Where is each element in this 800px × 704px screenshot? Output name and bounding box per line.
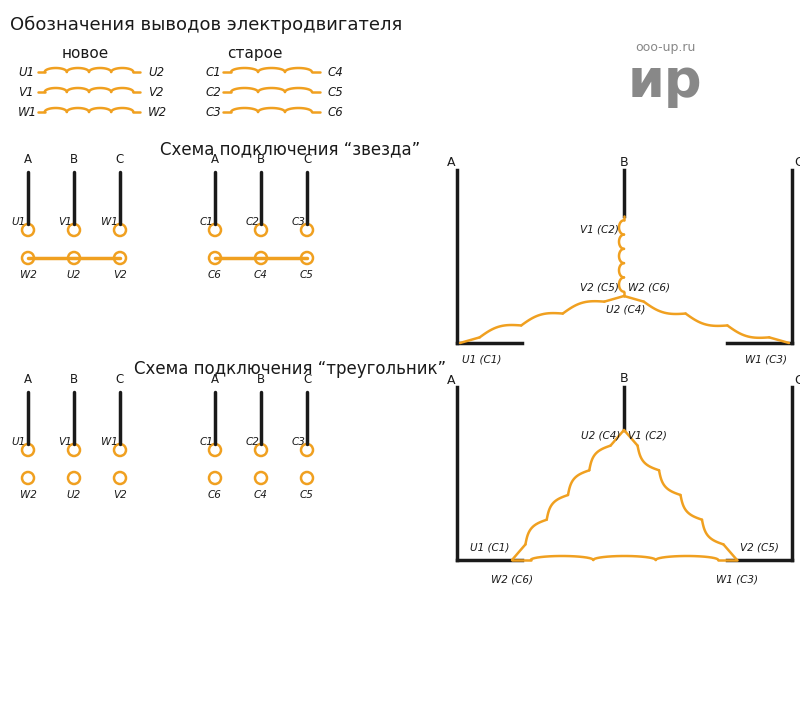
- Text: V2 (C5): V2 (C5): [740, 542, 779, 552]
- Text: U1 (C1): U1 (C1): [470, 542, 509, 552]
- Text: новое: новое: [62, 46, 109, 61]
- Text: C4: C4: [328, 65, 344, 79]
- Text: W2: W2: [19, 490, 37, 500]
- Text: B: B: [257, 373, 265, 386]
- Text: V1: V1: [18, 85, 34, 99]
- Text: C: C: [794, 374, 800, 386]
- Text: B: B: [70, 153, 78, 166]
- Text: U1: U1: [18, 65, 34, 79]
- Text: W1 (C3): W1 (C3): [745, 355, 787, 365]
- Text: B: B: [620, 372, 628, 386]
- Text: W1: W1: [18, 106, 37, 118]
- Text: Схема подключения “треугольник”: Схема подключения “треугольник”: [134, 360, 446, 378]
- Text: V1: V1: [58, 217, 72, 227]
- Text: W1 (C3): W1 (C3): [716, 574, 758, 584]
- Text: C: C: [794, 156, 800, 170]
- Text: U2: U2: [148, 65, 164, 79]
- Text: C1: C1: [199, 437, 213, 447]
- Text: C: C: [303, 153, 311, 166]
- Text: C3: C3: [205, 106, 221, 118]
- Text: C3: C3: [291, 217, 305, 227]
- Text: C6: C6: [208, 270, 222, 280]
- Text: C1: C1: [199, 217, 213, 227]
- Text: B: B: [70, 373, 78, 386]
- Text: W2: W2: [19, 270, 37, 280]
- Text: A: A: [446, 156, 455, 170]
- Text: C: C: [303, 373, 311, 386]
- Text: V2: V2: [113, 270, 127, 280]
- Text: C5: C5: [300, 270, 314, 280]
- Text: U2: U2: [67, 490, 81, 500]
- Text: C2: C2: [205, 85, 221, 99]
- Text: W2: W2: [148, 106, 167, 118]
- Text: W2 (C6): W2 (C6): [628, 283, 670, 293]
- Text: старое: старое: [227, 46, 282, 61]
- Text: ир: ир: [628, 56, 702, 108]
- Text: Схема подключения “звезда”: Схема подключения “звезда”: [160, 140, 420, 158]
- Text: C: C: [116, 153, 124, 166]
- Text: W1: W1: [101, 437, 118, 447]
- Text: W2 (C6): W2 (C6): [491, 574, 533, 584]
- Text: A: A: [446, 374, 455, 386]
- Text: C5: C5: [328, 85, 344, 99]
- Text: V1: V1: [58, 437, 72, 447]
- Text: C2: C2: [245, 217, 259, 227]
- Text: U1 (C1): U1 (C1): [462, 355, 502, 365]
- Text: C1: C1: [205, 65, 221, 79]
- Text: A: A: [24, 373, 32, 386]
- Text: U2: U2: [67, 270, 81, 280]
- Text: U1: U1: [12, 217, 26, 227]
- Text: U2 (C4): U2 (C4): [581, 430, 620, 440]
- Text: A: A: [24, 153, 32, 166]
- Text: C6: C6: [208, 490, 222, 500]
- Text: U2 (C4): U2 (C4): [606, 305, 646, 315]
- Text: C5: C5: [300, 490, 314, 500]
- Text: ooo-up.ru: ooo-up.ru: [635, 42, 695, 54]
- Text: C3: C3: [291, 437, 305, 447]
- Text: C2: C2: [245, 437, 259, 447]
- Text: W1: W1: [101, 217, 118, 227]
- Text: V2: V2: [113, 490, 127, 500]
- Text: C4: C4: [254, 270, 268, 280]
- Text: B: B: [620, 156, 628, 168]
- Text: V1 (C2): V1 (C2): [628, 430, 667, 440]
- Text: V1 (C2): V1 (C2): [580, 225, 619, 235]
- Text: C: C: [116, 373, 124, 386]
- Text: U1: U1: [12, 437, 26, 447]
- Text: C6: C6: [328, 106, 344, 118]
- Text: A: A: [211, 373, 219, 386]
- Text: A: A: [211, 153, 219, 166]
- Text: V2: V2: [148, 85, 163, 99]
- Text: Обозначения выводов электродвигателя: Обозначения выводов электродвигателя: [10, 16, 402, 34]
- Text: C4: C4: [254, 490, 268, 500]
- Text: V2 (C5): V2 (C5): [580, 283, 619, 293]
- Text: B: B: [257, 153, 265, 166]
